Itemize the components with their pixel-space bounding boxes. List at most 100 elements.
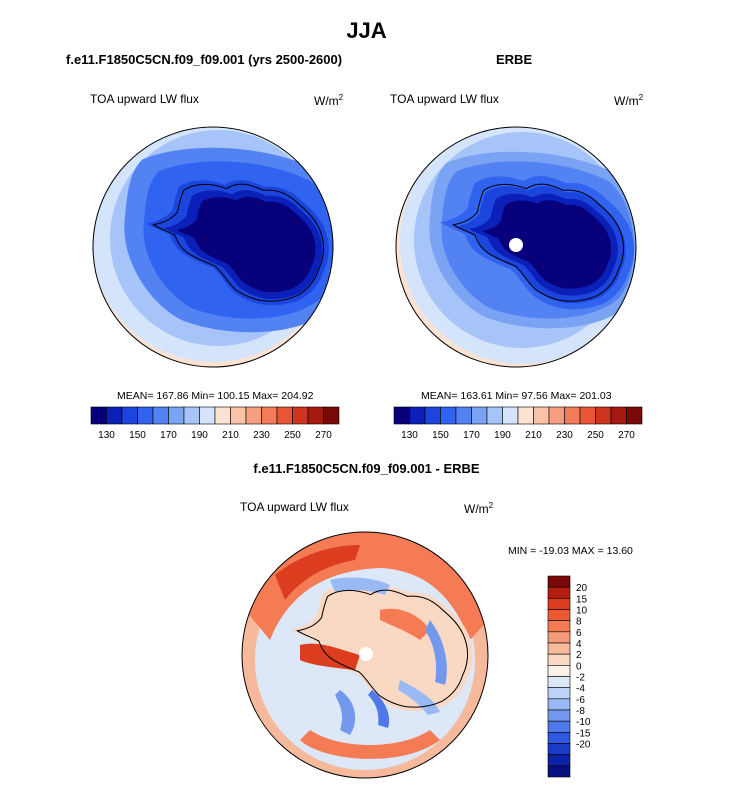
colorbar-tick-label: 2 [576,650,582,661]
obs-colorbar: 130 150 170 190 210 230 250 270 [393,406,643,441]
model-variable-label: TOA upward LW flux [90,92,199,106]
colorbar-tick-label: 130 [98,430,115,441]
colorbar-tick-label: 210 [222,430,239,441]
colorbar-tick-label: 190 [494,430,511,441]
colorbar-swatch [307,406,324,425]
diff-stats: MIN = -19.03 MAX = 13.60 [508,545,633,557]
model-units-label: W/m2 [314,93,344,108]
colorbar-tick-label: 170 [463,430,480,441]
colorbar-tick-label: -15 [576,728,591,739]
colorbar-tick-label: 0 [576,661,582,672]
colorbar-swatch [245,406,262,425]
diff-units-label: W/m2 [464,501,494,516]
colorbar-tick-label: 15 [576,594,588,605]
colorbar-tick-label: 150 [129,430,146,441]
colorbar-swatch [547,653,571,666]
colorbar-swatch [486,406,503,425]
colorbar-swatch [547,687,571,700]
colorbar-swatch [547,620,571,633]
colorbar-tick-label: 230 [556,430,573,441]
obs-stats: MEAN= 163.61 Min= 97.56 Max= 201.03 [421,390,612,402]
diff-map-border [241,531,489,779]
colorbar-tick-label: -20 [576,740,591,751]
colorbar-tick-label: -8 [576,706,585,717]
colorbar-tick-label: 210 [525,430,542,441]
obs-map-border [395,126,637,368]
colorbar-swatch [548,406,565,425]
colorbar-swatch [424,406,441,425]
colorbar-tick-label: 270 [618,430,635,441]
colorbar-tick-label: 6 [576,628,582,639]
colorbar-swatch [579,406,596,425]
colorbar-tick-label: -2 [576,673,585,684]
colorbar-swatch [547,665,571,677]
colorbar-swatch [276,406,293,425]
model-map [93,127,333,367]
colorbar-swatch [533,406,550,425]
colorbar-tick-label: 170 [160,430,177,441]
colorbar-swatch [106,406,123,425]
colorbar-swatch [393,406,410,425]
colorbar-swatch [471,406,488,425]
colorbar-tick-label: 130 [401,430,418,441]
colorbar-tick-label: 250 [587,430,604,441]
colorbar-swatch [547,754,571,767]
colorbar-tick-label: 250 [284,430,301,441]
colorbar-tick-label: 230 [253,430,270,441]
colorbar-swatch [547,676,571,688]
colorbar-swatch [214,406,231,425]
colorbar-swatch [595,406,612,425]
colorbar-swatch [626,406,643,425]
colorbar-swatch [547,598,571,610]
diff-variable-label: TOA upward LW flux [240,500,349,514]
colorbar-swatch [564,406,581,425]
model-panel-title: f.e11.F1850C5CN.f09_f09.001 (yrs 2500-26… [66,52,343,67]
obs-units-label: W/m2 [614,93,644,108]
colorbar-swatch [610,406,627,425]
colorbar-swatch [440,406,457,425]
colorbar-tick-label: 8 [576,617,582,628]
colorbar-swatch [517,406,534,425]
pole-hole-diff [359,647,373,661]
colorbar-tick-label: 150 [432,430,449,441]
colorbar-tick-label: 10 [576,606,588,617]
colorbar-swatch [152,406,169,425]
obs-map [396,127,636,367]
colorbar-swatch [547,586,571,599]
obs-variable-label: TOA upward LW flux [390,92,499,106]
colorbar-tick-label: 190 [191,430,208,441]
colorbar-swatch [547,743,571,755]
colorbar-tick-label: 270 [315,430,332,441]
colorbar-swatch [547,642,571,655]
colorbar-swatch [455,406,472,425]
colorbar-tick-label: 20 [576,583,588,594]
colorbar-swatch [502,406,519,425]
colorbar-swatch [409,406,426,425]
colorbar-swatch [121,406,138,425]
model-map-border [92,126,334,368]
colorbar-swatch [183,406,200,425]
colorbar-swatch [137,406,154,425]
colorbar-swatch [323,406,340,425]
colorbar-swatch [547,732,571,744]
colorbar-swatch [292,406,309,425]
colorbar-swatch [168,406,185,425]
obs-panel-title: ERBE [496,52,533,67]
colorbar-swatch [547,709,571,722]
colorbar-swatch [199,406,216,425]
colorbar-tick-label: -6 [576,695,585,706]
model-stats: MEAN= 167.86 Min= 100.15 Max= 204.92 [117,390,314,402]
figure-title: JJA [346,18,387,43]
pole-hole [509,238,523,252]
colorbar-swatch [547,720,571,733]
colorbar-swatch [547,575,571,588]
colorbar-swatch [547,698,571,711]
colorbar-tick-label: 4 [576,639,582,650]
diff-panel-title: f.e11.F1850C5CN.f09_f09.001 - ERBE [253,461,480,476]
diff-map [242,532,488,778]
colorbar-swatch [547,631,571,644]
colorbar-swatch [547,609,571,621]
colorbar-tick-label: -4 [576,684,585,695]
